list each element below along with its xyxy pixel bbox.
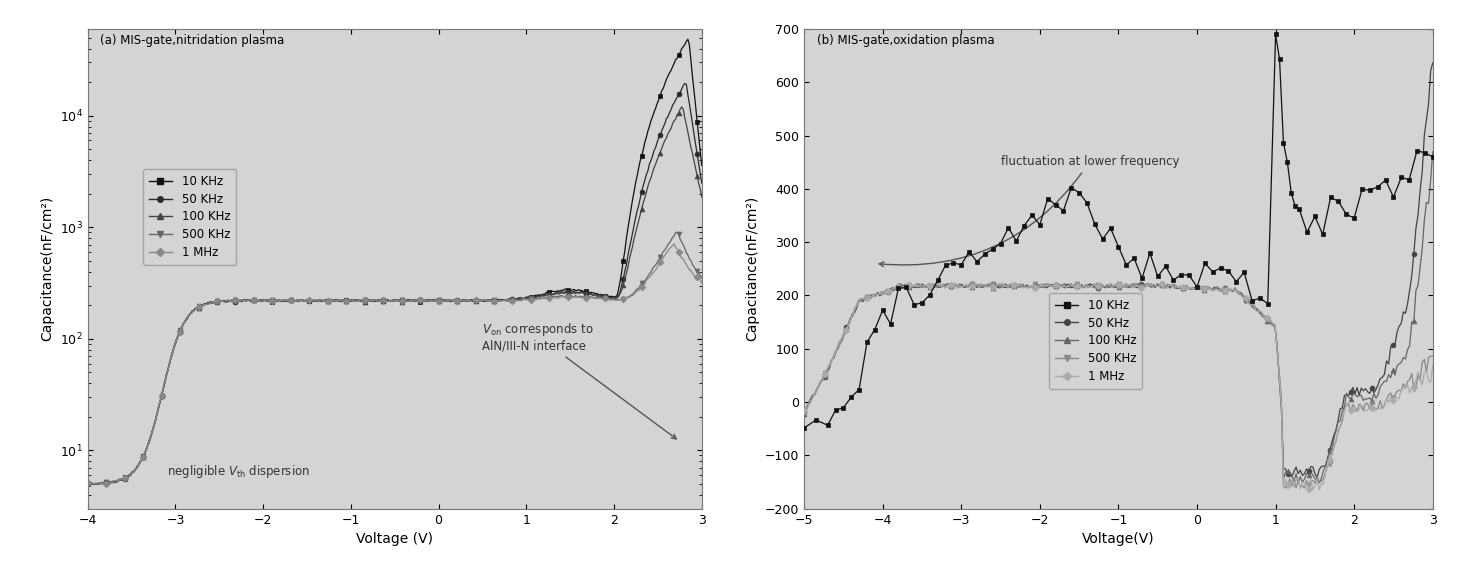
Text: fluctuation at lower frequency: fluctuation at lower frequency — [879, 155, 1178, 266]
Text: $V_{\mathregular{on}}$ corresponds to
AlN/III-N interface: $V_{\mathregular{on}}$ corresponds to Al… — [482, 321, 677, 439]
Y-axis label: Capacitance(nF/cm²): Capacitance(nF/cm²) — [746, 196, 759, 342]
Text: (b) MIS-gate,oxidation plasma: (b) MIS-gate,oxidation plasma — [817, 34, 994, 47]
X-axis label: Voltage(V): Voltage(V) — [1082, 532, 1155, 546]
Legend: 10 KHz, 50 KHz, 100 KHz, 500 KHz, 1 MHz: 10 KHz, 50 KHz, 100 KHz, 500 KHz, 1 MHz — [1048, 293, 1142, 388]
Legend: 10 KHz, 50 KHz, 100 KHz, 500 KHz, 1 MHz: 10 KHz, 50 KHz, 100 KHz, 500 KHz, 1 MHz — [143, 169, 237, 265]
Y-axis label: Capacitance(nF/cm²): Capacitance(nF/cm²) — [41, 196, 54, 342]
X-axis label: Voltage (V): Voltage (V) — [357, 532, 433, 546]
Text: (a) MIS-gate,nitridation plasma: (a) MIS-gate,nitridation plasma — [99, 34, 284, 47]
Text: negligible $V_{\mathregular{th}}$ dispersion: negligible $V_{\mathregular{th}}$ disper… — [167, 462, 310, 480]
